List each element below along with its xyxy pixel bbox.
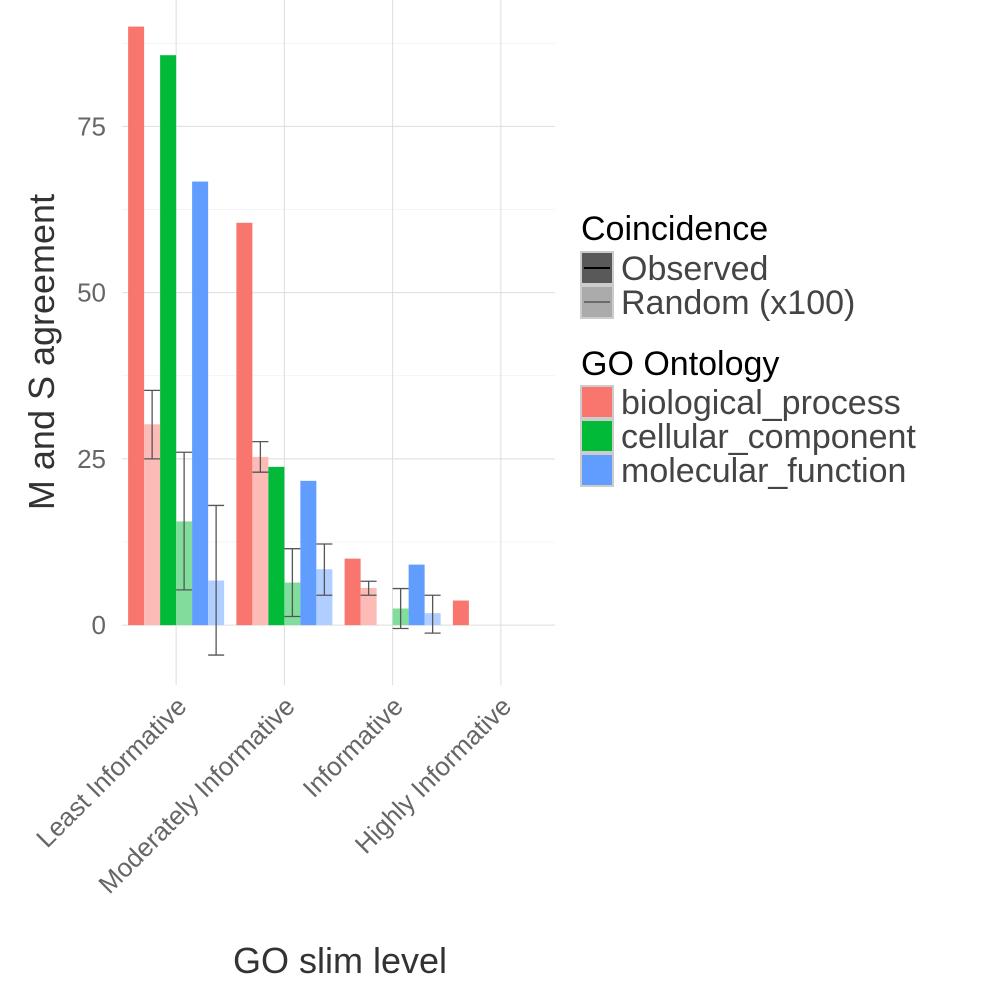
- y-axis-title: M and S agreement: [21, 194, 62, 510]
- x-axis-title: GO slim level: [233, 940, 447, 981]
- y-tick-label: 75: [77, 111, 106, 141]
- legend-label: Observed: [621, 250, 768, 288]
- legend-title-coincidence: Coincidence: [581, 210, 768, 248]
- bar-observed: [344, 558, 361, 626]
- bar-observed: [300, 480, 317, 626]
- legend-label: Random (x100): [621, 284, 855, 322]
- y-tick-label: 0: [92, 610, 106, 640]
- bar-observed: [192, 181, 209, 626]
- legend-title-ontology: GO Ontology: [581, 345, 779, 383]
- bar-random: [144, 424, 161, 626]
- error-bars: [144, 389, 441, 656]
- bar-random: [316, 569, 333, 626]
- legend-key-ontology: [580, 453, 614, 487]
- legend-label: cellular_component: [621, 418, 916, 456]
- bar-random: [252, 456, 269, 626]
- bars: [128, 26, 469, 626]
- bar-observed: [160, 55, 177, 626]
- bar-observed: [268, 466, 285, 626]
- legend-label: biological_process: [621, 384, 901, 422]
- bar-observed: [452, 600, 469, 626]
- legend-key-ontology: [580, 385, 614, 419]
- x-tick-label: Informative: [297, 691, 409, 803]
- legend-label: molecular_function: [621, 452, 906, 490]
- legend-ontology: GO Ontology biological_processcellular_c…: [580, 345, 916, 490]
- bar-observed: [128, 26, 145, 626]
- y-axis-ticks: 0 25 50 75: [77, 111, 106, 640]
- legend-key-ontology: [580, 419, 614, 453]
- bar-observed: [236, 222, 253, 626]
- bar-observed: [408, 564, 425, 626]
- y-tick-label: 50: [77, 278, 106, 308]
- x-tick-label: Moderately Informative: [92, 691, 300, 899]
- legend-ontology-keys: biological_processcellular_componentmole…: [580, 384, 916, 490]
- bar-random: [360, 587, 377, 626]
- y-tick-label: 25: [77, 444, 106, 474]
